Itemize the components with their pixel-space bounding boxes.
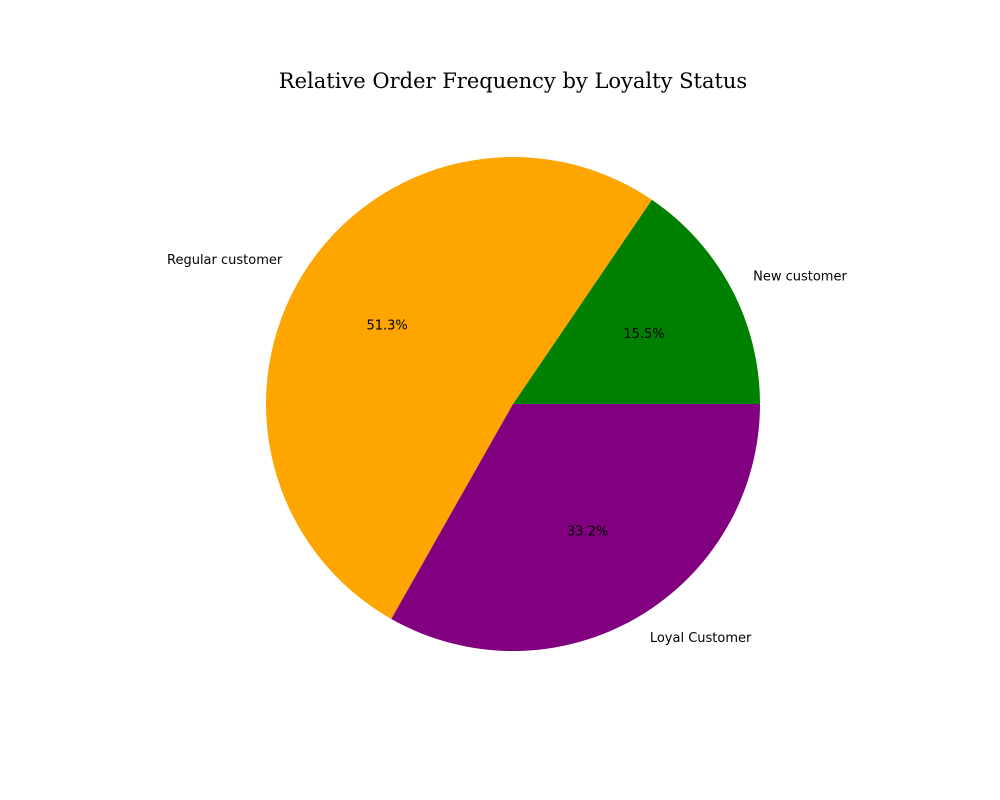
pie-slices <box>266 157 760 652</box>
slice-label-loyal-customer: Loyal Customer <box>650 631 752 646</box>
pie-slice-new-customer <box>513 199 760 404</box>
slice-label-new-customer: New customer <box>753 269 847 284</box>
slice-label-regular-customer: Regular customer <box>167 253 283 268</box>
pie-slice-regular-customer <box>266 157 652 619</box>
chart-title: Relative Order Frequency by Loyalty Stat… <box>279 69 747 93</box>
pie-labels: New customer 15.5% Regular customer 51.3% Lo… <box>167 253 847 646</box>
slice-percent-regular-customer: 51.3% <box>366 318 407 333</box>
slice-percent-loyal-customer: 33.2% <box>567 525 608 540</box>
slice-percent-new-customer: 15.5% <box>623 327 664 342</box>
pie-slice-loyal-customer <box>391 404 760 652</box>
